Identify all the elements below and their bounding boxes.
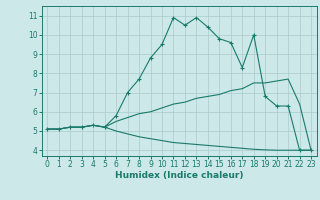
X-axis label: Humidex (Indice chaleur): Humidex (Indice chaleur): [115, 171, 244, 180]
